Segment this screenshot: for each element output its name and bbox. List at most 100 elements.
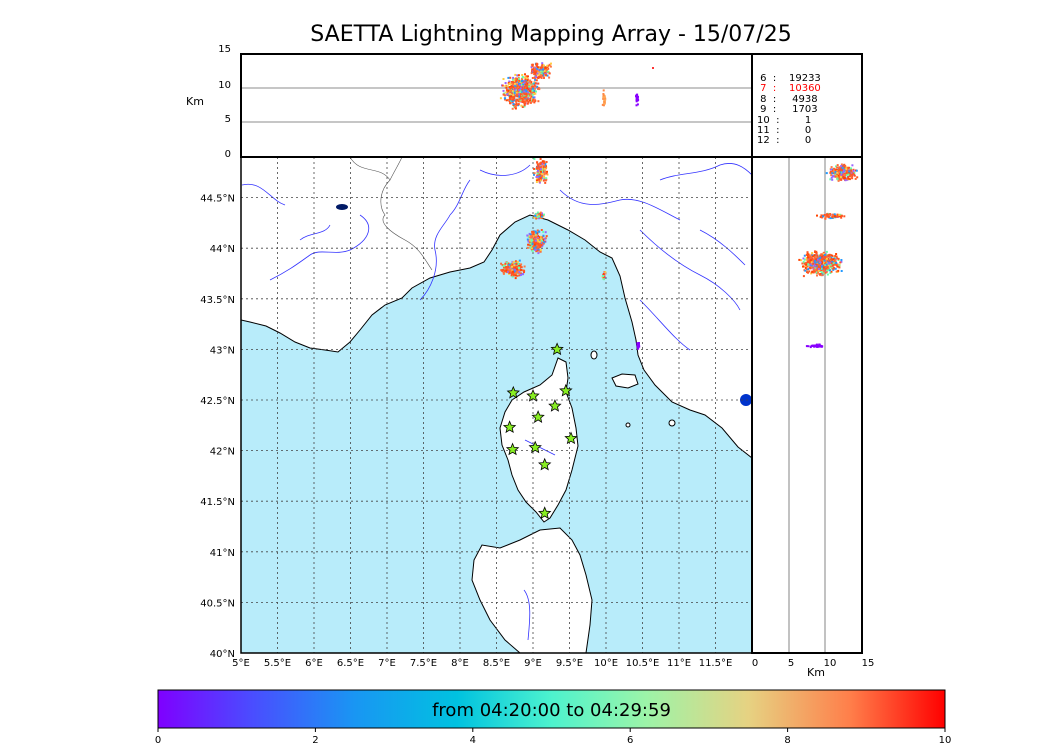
lightning-source [843, 177, 846, 179]
lightning-source [547, 64, 550, 67]
lightning-source [538, 217, 540, 220]
lightning-source [540, 176, 543, 179]
lightning-source [540, 70, 543, 73]
lightning-source [543, 69, 546, 72]
lightning-source [527, 243, 530, 246]
lightning-source [833, 215, 836, 218]
colorbar-tick-label: 8 [784, 735, 790, 746]
lightning-source [813, 270, 816, 273]
lightning-source [525, 93, 528, 96]
lightning-source [509, 97, 512, 100]
lightning-source [516, 83, 518, 86]
lightning-source [838, 266, 841, 269]
lightning-source [812, 260, 814, 263]
lightning-source [529, 240, 532, 243]
lightning-source [837, 257, 840, 260]
lightning-source [535, 69, 538, 72]
lightning-source [534, 239, 537, 242]
lightning-source [806, 256, 809, 259]
lightning-source [545, 161, 548, 163]
lightning-source [845, 172, 848, 175]
lightning-source [531, 93, 534, 96]
lightning-source [802, 275, 805, 278]
lightning-source [540, 161, 543, 164]
lightning-source [510, 100, 513, 103]
lightning-source [836, 166, 839, 169]
lightning-source [851, 177, 854, 180]
lightning-source [509, 76, 512, 79]
lightning-source [807, 254, 810, 257]
lightning-source [535, 234, 538, 237]
lightning-source [843, 163, 846, 166]
lightning-source [849, 169, 852, 172]
lightning-source [831, 258, 834, 261]
lightning-source [810, 272, 813, 275]
lightning-source [533, 87, 536, 90]
lightning-source [531, 242, 534, 245]
lightning-source [523, 98, 526, 101]
lightning-source [523, 105, 526, 108]
lightning-source [815, 258, 818, 261]
lightning-source [511, 275, 514, 278]
lightning-source [541, 212, 543, 215]
lightning-source [513, 270, 516, 273]
lightning-source [542, 164, 545, 167]
lightning-source [539, 71, 542, 74]
lightning-source [802, 257, 805, 260]
lightning-source [536, 173, 539, 176]
lightning-source [829, 272, 832, 274]
lightning-source [808, 261, 811, 264]
lightning-source [521, 80, 523, 82]
lightning-source [533, 247, 536, 250]
station-marker [502, 420, 517, 434]
lightning-source [538, 178, 540, 181]
lightning-source [822, 257, 825, 260]
lightning-source [816, 344, 819, 347]
lightning-source [538, 236, 541, 239]
lightning-source [603, 95, 606, 97]
lightning-source [840, 165, 843, 168]
lightning-source [529, 246, 532, 249]
lightning-source [507, 98, 510, 101]
lightning-source [845, 166, 848, 169]
lightning-source [513, 97, 516, 100]
lightning-source [538, 240, 541, 243]
lightning-source [843, 174, 846, 176]
lightning-source [526, 86, 529, 88]
lightning-source [512, 86, 515, 88]
lightning-source [536, 68, 539, 71]
lightning-source [543, 160, 546, 163]
lightning-source [840, 260, 843, 263]
lightning-source [515, 91, 518, 94]
lightning-source [538, 88, 541, 91]
lightning-source [806, 251, 809, 254]
lightning-source [507, 76, 510, 79]
lightning-source [526, 91, 529, 94]
lightning-source [830, 256, 833, 259]
latitude-tick-label: 41°N [210, 548, 235, 559]
lightning-source [533, 238, 536, 241]
station-count-list: 6 : 19233 7 : 10360 8 : 4938 9 : 1703 10 … [757, 73, 857, 147]
station-count-row: 11 : 0 [757, 125, 812, 137]
lightning-source [840, 216, 843, 219]
lightning-source [798, 258, 801, 261]
lightning-source [508, 264, 511, 267]
top-panel-y-tick: 0 [225, 149, 231, 160]
lightning-source [507, 89, 510, 92]
lightning-source [843, 215, 846, 218]
lightning-source [526, 79, 529, 82]
lightning-source [507, 262, 510, 265]
longitude-tick-label: 7.5°E [410, 658, 437, 669]
lightning-source [533, 240, 536, 243]
lightning-source [511, 90, 514, 93]
lightning-source [834, 173, 837, 176]
lightning-source [533, 84, 536, 87]
lightning-source [512, 80, 515, 83]
lightning-source [538, 168, 541, 171]
lightning-source [541, 239, 543, 242]
lightning-source [652, 67, 654, 69]
lightning-source [529, 99, 531, 102]
lightning-source [536, 167, 539, 170]
lightning-source [535, 245, 538, 248]
lightning-source [812, 345, 815, 348]
